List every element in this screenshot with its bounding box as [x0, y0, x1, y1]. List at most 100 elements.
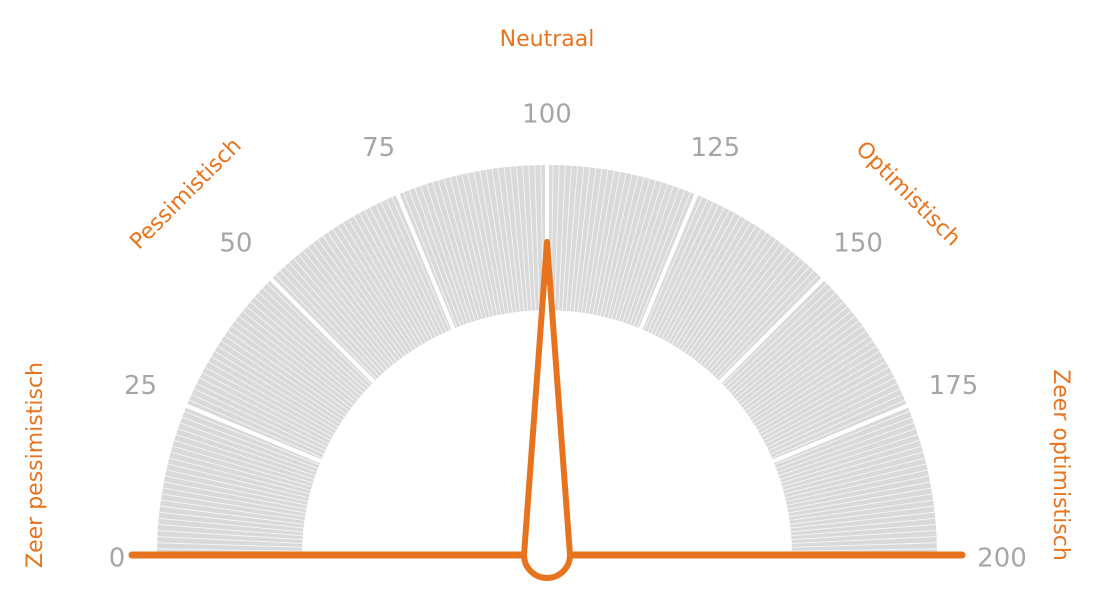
band-hatch-line [497, 168, 517, 312]
band-hatch-line [160, 499, 305, 521]
band-hatch-line [714, 270, 815, 377]
band-hatch-line [664, 213, 736, 341]
band-hatch-line [708, 262, 806, 372]
band-hatch-line [790, 505, 934, 525]
band-hatch-line [231, 325, 350, 412]
band-hatch-line [386, 199, 447, 332]
band-hatch-line [618, 182, 663, 321]
band-hatch-line [744, 325, 863, 412]
band-hatch-line [735, 306, 848, 400]
band-hatch-line [784, 457, 925, 495]
band-hatch-line [202, 372, 331, 441]
band-separator [717, 276, 826, 385]
band-hatch-line [503, 167, 521, 312]
band-hatch-line [625, 185, 674, 324]
band-hatch-line [783, 451, 924, 491]
tick-label: 150 [833, 228, 883, 258]
band-separator [638, 192, 699, 332]
band-hatch-line [455, 175, 491, 317]
band-hatch-line [217, 345, 341, 425]
band-hatch-line [781, 439, 920, 484]
tick-label: 75 [362, 133, 395, 163]
band-separator [184, 403, 324, 464]
band-hatch-line [592, 171, 621, 315]
band-separator [268, 276, 377, 385]
band-hatch-line [629, 187, 680, 325]
band-hatch-line [166, 469, 308, 502]
band-hatch-line [238, 315, 354, 406]
band-hatch-line [317, 239, 404, 358]
band-hatch-line [786, 469, 928, 502]
band-hatch-line [337, 225, 417, 349]
band-hatch-line [473, 171, 502, 315]
band-hatch-line [246, 306, 359, 400]
band-hatch-line [479, 170, 506, 314]
band-hatch-line [791, 548, 937, 552]
band-hatch-line [353, 216, 427, 343]
band-hatch-line [191, 394, 324, 455]
band-hatch-line [596, 173, 627, 316]
band-hatch-line [671, 219, 746, 345]
band-hatch-line [636, 192, 691, 328]
band-hatch-line [778, 428, 917, 477]
band-hatch-line [214, 350, 339, 428]
tick-label: 125 [691, 133, 741, 163]
band-hatch-line [788, 487, 932, 514]
band-hatch-line [157, 536, 303, 544]
band-hatch-line [174, 439, 313, 484]
band-hatch-line [284, 266, 383, 375]
gauge-needle [521, 239, 573, 581]
band-hatch-line [573, 167, 591, 312]
zone-label: Zeer pessimistisch [23, 362, 48, 568]
band-hatch-line [730, 296, 840, 394]
band-hatch-line [584, 169, 609, 314]
band-hatch-line [161, 493, 306, 518]
band-hatch-line [740, 315, 856, 406]
band-hatch-line [687, 235, 772, 355]
band-hatch-line [577, 168, 597, 312]
band-hatch-line [791, 536, 937, 544]
band-hatch-line [667, 216, 741, 343]
band-hatch-line [782, 445, 922, 488]
band-hatch-line [737, 310, 852, 403]
band-hatch-line [611, 178, 651, 319]
band-hatch-line [607, 177, 645, 318]
band-hatch-line [650, 201, 714, 334]
band-hatch-line [205, 366, 333, 438]
band-hatch-line [581, 168, 603, 313]
band-hatch-line [614, 180, 657, 320]
band-hatch-line [509, 166, 525, 312]
band-hatch-line [515, 166, 529, 311]
tick-label: 50 [219, 228, 252, 258]
band-hatch-line [681, 228, 762, 351]
band-hatch-line [169, 457, 310, 495]
band-hatch-line [751, 340, 874, 421]
band-hatch-line [791, 523, 936, 537]
band-hatch-line [391, 196, 451, 331]
band-hatch-line [165, 475, 308, 506]
band-hatch-line [288, 262, 386, 372]
gauge-needle-group [128, 239, 966, 581]
band-hatch-line [408, 190, 461, 326]
band-hatch-line [342, 222, 420, 347]
band-hatch-line [485, 169, 510, 314]
band-hatch-line [699, 250, 792, 365]
band-hatch-line [158, 523, 303, 537]
band-hatch-line [224, 335, 345, 418]
band-hatch-line [565, 166, 579, 311]
band-hatch-line [661, 210, 730, 339]
band-hatch-line [725, 287, 832, 388]
band-hatch-line [633, 190, 686, 326]
band-hatch-line [554, 165, 560, 311]
band-hatch-line [358, 213, 430, 341]
band-hatch-line [749, 335, 870, 418]
band-hatch-line [298, 254, 392, 367]
band-hatch-line [172, 445, 312, 488]
band-hatch-line [420, 185, 469, 324]
band-hatch-line [275, 274, 377, 380]
band-hatch-line [789, 499, 934, 521]
band-hatch-line [774, 411, 910, 466]
band-hatch-line [332, 228, 413, 351]
band-hatch-line [449, 177, 487, 318]
